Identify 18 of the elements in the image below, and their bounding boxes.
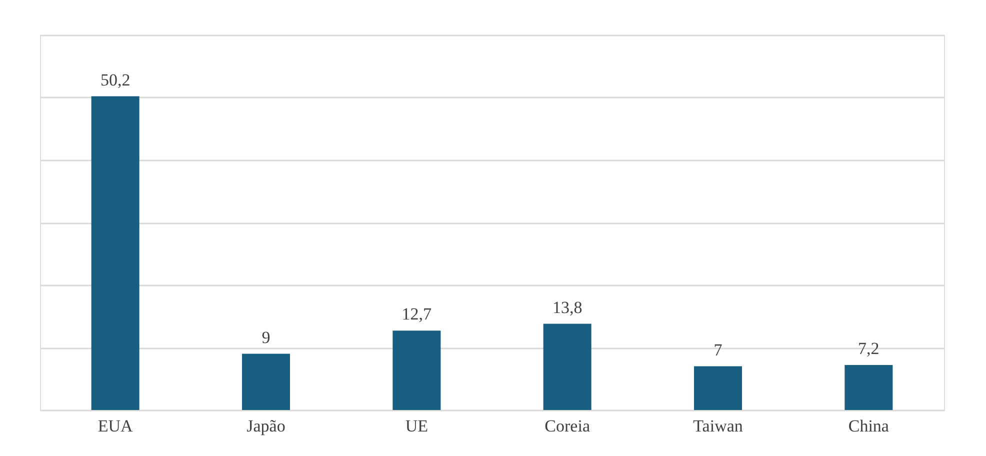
data-label: 7	[714, 340, 723, 360]
x-tick-label: Coreia	[544, 416, 590, 436]
data-label: 12,7	[402, 304, 432, 324]
bar	[91, 96, 140, 410]
x-tick-label: China	[848, 416, 890, 436]
data-label: 7,2	[858, 339, 880, 358]
x-tick-label: UE	[405, 416, 428, 436]
bar	[242, 354, 290, 410]
data-label: 50,2	[100, 70, 130, 90]
x-tick-label: EUA	[98, 416, 134, 436]
bar	[694, 366, 742, 410]
bar	[844, 365, 893, 410]
bar	[543, 324, 592, 410]
data-label: 9	[262, 328, 270, 347]
x-tick-label: Taiwan	[693, 416, 744, 436]
data-label: 13,8	[552, 298, 582, 317]
bar	[392, 330, 441, 410]
x-tick-label: Japão	[246, 416, 286, 436]
